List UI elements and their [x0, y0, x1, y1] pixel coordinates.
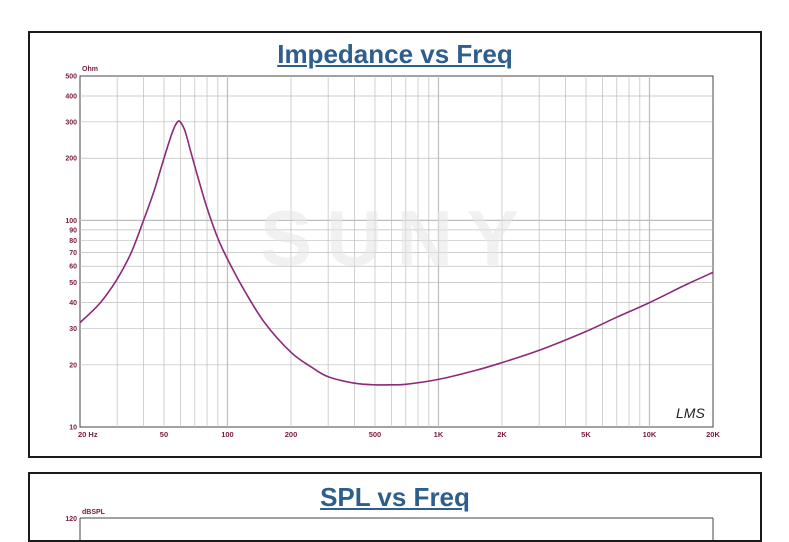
y-tick-label: 100	[65, 218, 77, 225]
spl-chart-panel: SPL vs Freq dBSPL 120	[28, 472, 762, 542]
spl-chart-title: SPL vs Freq	[320, 482, 470, 512]
x-tick-label: 5K	[581, 430, 591, 439]
y-tick-label: 80	[69, 238, 77, 245]
spl-chart: dBSPL 120	[65, 509, 714, 540]
y-tick-label: 90	[69, 227, 77, 234]
spl-y-unit-label: dBSPL	[82, 509, 106, 516]
y-tick-label: 70	[69, 250, 77, 257]
x-tick-label: 50	[160, 430, 168, 439]
y-tick-label: 20	[69, 362, 77, 369]
spl-y-tick-label: 120	[65, 516, 77, 523]
spl-tick-labels: dBSPL 120	[65, 509, 714, 540]
watermark: SUNY	[260, 194, 533, 282]
y-tick-label: 200	[65, 156, 77, 163]
x-tick-label: 10K	[643, 430, 657, 439]
y-tick-label: 60	[69, 264, 77, 271]
y-tick-label: 50	[69, 280, 77, 287]
y-tick-label: 10	[69, 425, 77, 432]
watermark-text: SUNY	[260, 194, 533, 282]
y-tick-label: 400	[65, 94, 77, 101]
y-tick-label: 30	[69, 326, 77, 333]
y-tick-label: 300	[65, 119, 77, 126]
y-tick-label: 40	[69, 300, 77, 307]
impedance-chart: SUNY Ohm 500 400 300 200 100 90 80 70 60 50 40 30 20 1…	[65, 66, 720, 439]
x-tick-label: 20 Hz	[78, 430, 98, 439]
impedance-chart-title: Impedance vs Freq	[277, 39, 513, 69]
x-tick-label: 2K	[497, 430, 507, 439]
impedance-series	[79, 120, 714, 386]
y-tick-label: 500	[65, 74, 77, 81]
x-tick-label: 100	[221, 430, 234, 439]
lms-logo: LMS	[676, 405, 705, 421]
x-tick-label: 1K	[434, 430, 444, 439]
x-tick-label: 200	[285, 430, 298, 439]
x-tick-label: 500	[369, 430, 382, 439]
x-tick-label: 20K	[706, 430, 720, 439]
impedance-curve	[79, 120, 714, 386]
y-unit-label: Ohm	[82, 66, 98, 73]
impedance-chart-panel: Impedance vs Freq SUNY Ohm 500 400 300 200 10…	[28, 31, 762, 458]
